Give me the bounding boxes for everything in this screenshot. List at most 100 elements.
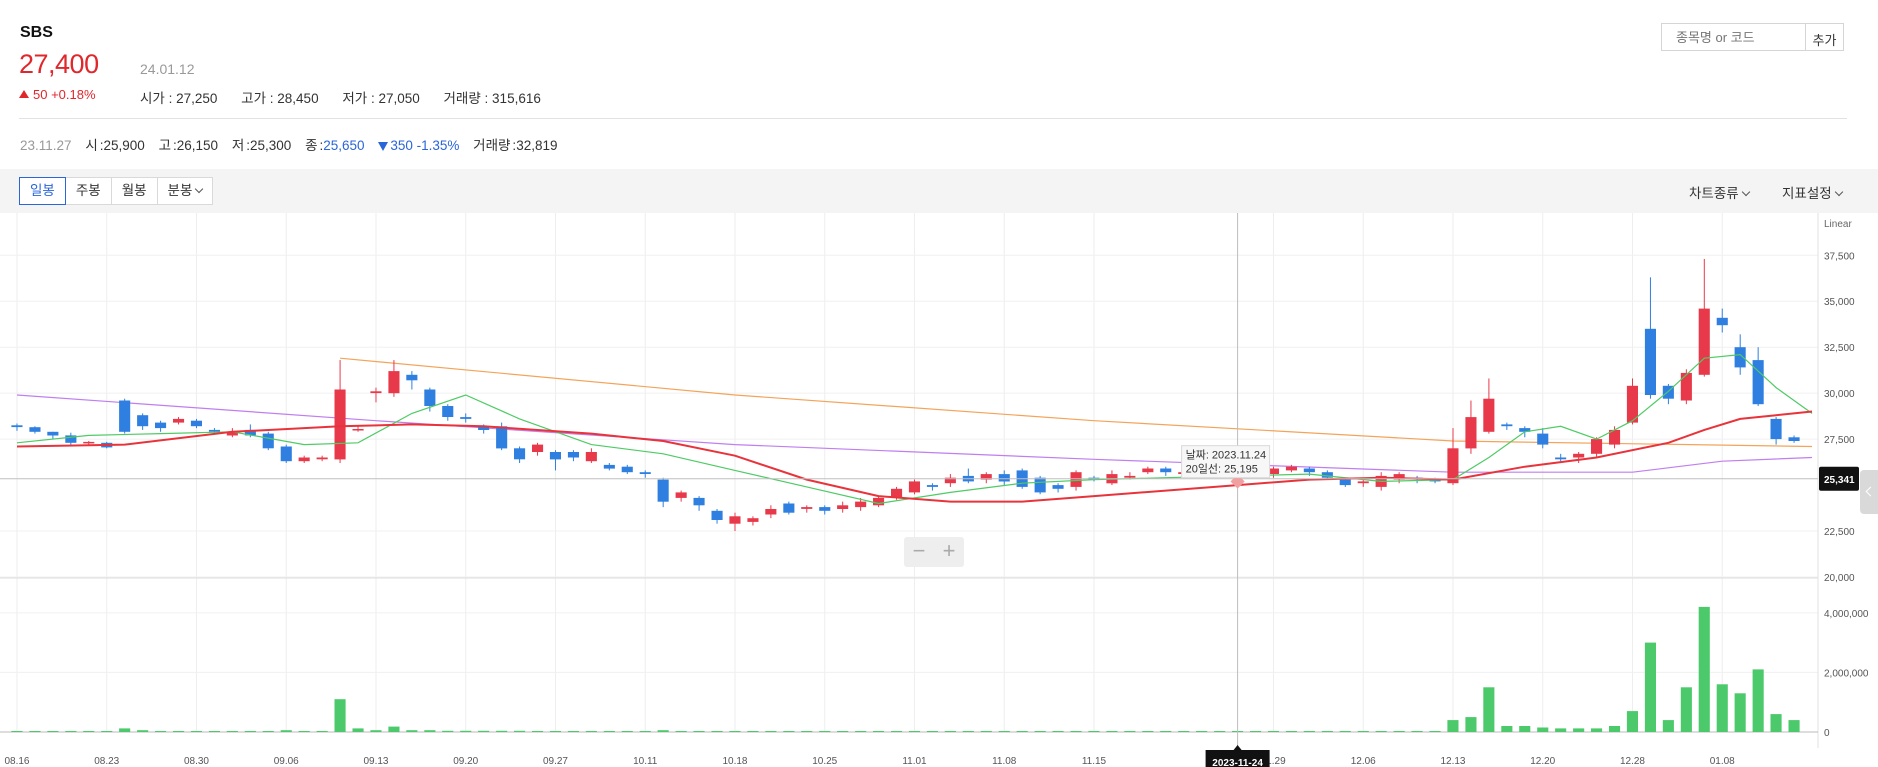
candle-body bbox=[442, 406, 454, 417]
date-axis-label: 08.16 bbox=[4, 756, 29, 767]
period-minute-button[interactable]: 분봉 bbox=[156, 177, 214, 205]
volume-bar bbox=[352, 728, 364, 732]
period-monthly-button[interactable]: 월봉 bbox=[110, 177, 158, 205]
current-price-tag-label: 25,341 bbox=[1824, 475, 1855, 486]
period-daily-button[interactable]: 일봉 bbox=[19, 177, 66, 205]
side-panel-toggle[interactable] bbox=[1860, 470, 1878, 514]
candle-body bbox=[711, 510, 723, 520]
volume-bar bbox=[406, 730, 418, 732]
price-change: 50 +0.18% bbox=[19, 87, 96, 102]
candle-body bbox=[1662, 385, 1674, 399]
volume-bar bbox=[1393, 731, 1405, 732]
candle-body bbox=[1285, 466, 1297, 471]
volume-bar bbox=[496, 730, 508, 732]
zoom-out-button[interactable]: − bbox=[912, 538, 926, 563]
volume-tick-label: 2,000,000 bbox=[1824, 668, 1869, 679]
stock-search-input[interactable] bbox=[1661, 23, 1806, 51]
date-axis-label: 09.13 bbox=[363, 756, 388, 767]
price-tick-label: 27,500 bbox=[1824, 435, 1855, 446]
low-value: 27,050 bbox=[378, 91, 420, 106]
candle-body bbox=[1501, 424, 1513, 427]
candle-body bbox=[729, 516, 741, 524]
date-axis-label: 11.29 bbox=[1261, 756, 1286, 767]
hover-volume-label: 거래량 bbox=[473, 138, 511, 153]
volume-bar bbox=[29, 731, 41, 732]
indicator-settings-dropdown[interactable]: 지표설정 bbox=[1782, 182, 1843, 202]
period-weekly-button[interactable]: 주봉 bbox=[64, 177, 112, 205]
volume-bar bbox=[891, 731, 903, 732]
add-stock-button[interactable]: 추가 bbox=[1806, 23, 1844, 51]
volume-bar bbox=[370, 730, 382, 732]
date-axis-label: 10.25 bbox=[812, 756, 837, 767]
indicator-settings-label: 지표설정 bbox=[1782, 186, 1832, 201]
candle-body bbox=[1716, 317, 1728, 326]
date-axis-label: 11.08 bbox=[992, 756, 1017, 767]
candle-body bbox=[855, 501, 867, 508]
volume-bar bbox=[316, 731, 328, 732]
candle-body bbox=[621, 466, 633, 473]
candle-body bbox=[1483, 398, 1495, 432]
candle-body bbox=[208, 429, 220, 432]
hover-close: 25,650 bbox=[323, 138, 365, 153]
volume-bar bbox=[1626, 711, 1638, 732]
tooltip-date: 날짜: 2023.11.24 bbox=[1186, 449, 1267, 462]
quote-date: 24.01.12 bbox=[140, 61, 195, 77]
hover-low-label: 저 bbox=[231, 138, 245, 153]
volume-bar bbox=[926, 731, 938, 732]
volume-tick-label: 4,000,000 bbox=[1824, 609, 1869, 620]
candle-body bbox=[1591, 439, 1603, 454]
open-value: 27,250 bbox=[176, 91, 218, 106]
volume-bar bbox=[1788, 720, 1800, 732]
candle-body bbox=[783, 503, 795, 513]
candle-body bbox=[1465, 417, 1477, 449]
volume-bar bbox=[1106, 731, 1118, 732]
volume-bar bbox=[873, 731, 885, 732]
candle-body bbox=[980, 474, 992, 480]
candle-body bbox=[119, 400, 131, 432]
candle-body bbox=[1321, 472, 1333, 478]
date-axis-label: 01.08 bbox=[1710, 756, 1735, 767]
hover-high-label: 고 bbox=[158, 138, 171, 153]
volume-bar bbox=[173, 731, 185, 732]
volume-bar bbox=[244, 731, 256, 732]
high-info: 고가 : 28,450 bbox=[241, 91, 319, 106]
volume-bar bbox=[478, 730, 490, 732]
open-info: 시가 : 27,250 bbox=[140, 91, 218, 106]
volume-bar bbox=[298, 731, 310, 732]
candle-body bbox=[532, 444, 544, 452]
volume-bar bbox=[1070, 731, 1082, 732]
volume-bar bbox=[747, 731, 759, 732]
chevron-down-icon bbox=[1741, 187, 1750, 197]
date-axis-label: 12.13 bbox=[1440, 756, 1465, 767]
down-triangle-icon bbox=[378, 142, 389, 151]
date-axis-label: 12.28 bbox=[1620, 756, 1645, 767]
candle-body bbox=[1734, 347, 1746, 368]
volume-bar bbox=[1752, 669, 1764, 732]
candle-body bbox=[514, 448, 526, 460]
zoom-in-button[interactable]: + bbox=[942, 538, 956, 563]
volume-bar bbox=[657, 730, 669, 732]
candle-body bbox=[801, 507, 813, 509]
scale-mode-label: Linear bbox=[1824, 219, 1852, 230]
volume-bar bbox=[155, 731, 167, 732]
candle-body bbox=[496, 426, 508, 449]
volume-bar bbox=[1052, 731, 1064, 732]
price-tick-label: 37,500 bbox=[1824, 251, 1855, 262]
candle-body bbox=[837, 505, 849, 509]
hover-volume: 32,819 bbox=[516, 138, 558, 153]
chart-type-dropdown[interactable]: 차트종류 bbox=[1689, 182, 1750, 202]
candle-body bbox=[47, 431, 59, 436]
candle-body bbox=[29, 427, 41, 432]
volume-bar bbox=[1734, 693, 1746, 732]
chart-toolbar: 일봉 주봉 월봉 분봉 차트종류 지표설정 bbox=[0, 169, 1878, 213]
tooltip-ma20: 20일선: 25,195 bbox=[1186, 462, 1258, 476]
candle-body bbox=[190, 420, 202, 427]
volume-bar bbox=[908, 731, 920, 732]
candle-body bbox=[1698, 308, 1710, 375]
volume-bar bbox=[1124, 731, 1136, 732]
candle-body bbox=[1752, 360, 1764, 405]
candle-body bbox=[1339, 479, 1351, 486]
candle-body bbox=[478, 426, 490, 430]
volume-bar bbox=[603, 731, 615, 732]
